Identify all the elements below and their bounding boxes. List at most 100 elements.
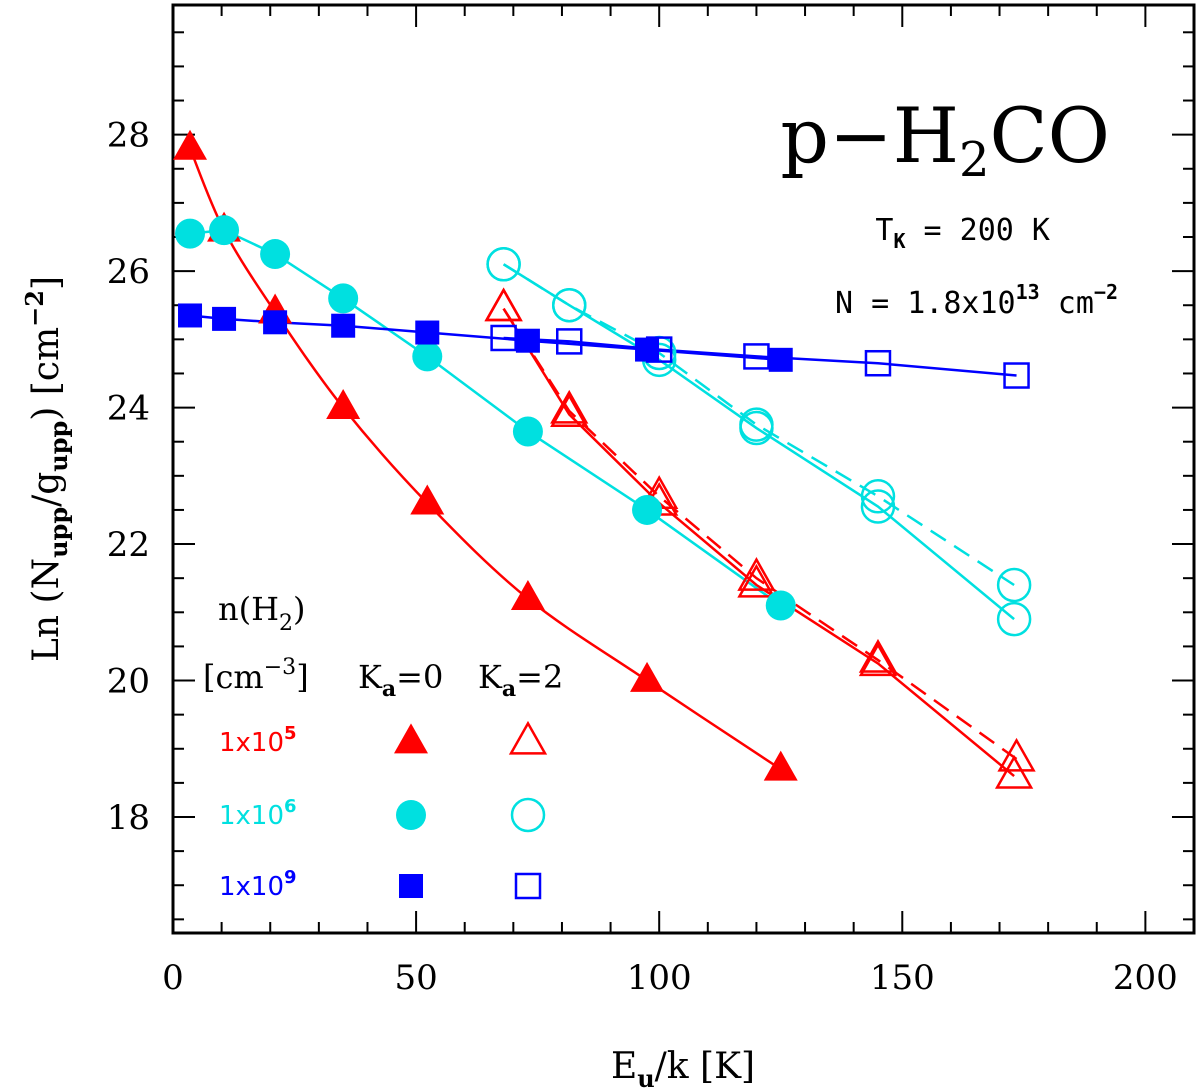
legend-title-tail: ) <box>293 590 305 628</box>
data-point <box>175 218 206 249</box>
ka2-main: K <box>478 658 503 696</box>
data-point <box>737 557 776 591</box>
chart-title-tail: CO <box>990 91 1110 180</box>
tk-main: T <box>875 213 893 248</box>
data-point <box>209 215 240 246</box>
axis-ticks <box>172 5 1195 933</box>
data-point <box>412 341 443 372</box>
y-axis-title: Ln (Nupp/gupp) [cm−2] <box>20 276 73 662</box>
data-point <box>178 303 203 328</box>
ka2-sub: a <box>502 676 516 702</box>
ylabel-sub2: upp <box>44 421 73 472</box>
data-point <box>858 638 898 673</box>
series-line <box>502 307 1018 761</box>
data-point <box>555 328 583 355</box>
y-tick-label: 18 <box>107 798 150 838</box>
ka0-main: K <box>358 658 383 696</box>
xlabel-sub: u <box>637 1064 654 1091</box>
data-point <box>996 601 1032 637</box>
x-tick-label: 0 <box>162 958 184 998</box>
data-point <box>864 349 892 377</box>
data-point <box>737 563 776 598</box>
plot-frame <box>171 3 1196 935</box>
data-point <box>858 642 898 677</box>
y-tick-label: 20 <box>107 662 150 702</box>
data-point <box>515 328 540 353</box>
y-tick-label: 26 <box>107 252 150 292</box>
column-density-annotation: N = 1.8x1013 cm−2 <box>835 280 1118 321</box>
data-point <box>484 287 523 322</box>
legend-units-sup: −3 <box>264 655 296 680</box>
n-tail: cm <box>1040 286 1094 321</box>
legend-marker-ka0 <box>394 723 428 754</box>
legend-density-main: 1x10 <box>219 801 284 831</box>
legend-density-label: 1x106 <box>219 796 297 831</box>
data-point <box>326 388 361 419</box>
data-point <box>765 590 796 621</box>
legend-marker-ka2 <box>508 720 548 755</box>
legend-title-units: [cm−3] <box>203 655 309 696</box>
data-point <box>860 489 896 524</box>
n-sup2: −2 <box>1094 280 1118 304</box>
data-point <box>743 343 770 370</box>
chart-title-sub: 2 <box>959 132 990 188</box>
series-line <box>189 228 782 607</box>
data-point <box>512 416 543 447</box>
data-point <box>860 479 896 514</box>
ka2-tail: =2 <box>516 658 563 696</box>
data-point <box>996 567 1032 603</box>
legend-marker-ka2 <box>510 797 546 833</box>
data-point <box>328 283 359 314</box>
data-point <box>630 661 665 692</box>
ylabel-tail: ] <box>26 276 67 290</box>
x-tick-label: 50 <box>394 958 437 998</box>
data-point <box>768 347 793 372</box>
x-axis-title: Eu/k [K] <box>611 1046 755 1091</box>
data-point <box>645 336 673 363</box>
x-tick-label: 200 <box>1113 958 1178 998</box>
legend-density-exp: 6 <box>284 796 297 817</box>
legend-units-tail: ] <box>296 658 308 696</box>
data-point <box>486 247 521 282</box>
data-point <box>739 407 774 442</box>
y-tick-label: 22 <box>107 525 150 565</box>
data-point <box>997 737 1036 772</box>
legend-ka0-header: Ka=0 <box>358 658 443 702</box>
data-point <box>550 389 589 424</box>
tk-sub: K <box>893 229 905 253</box>
data-point <box>490 324 517 352</box>
xlabel-tail: /k [K] <box>655 1046 755 1087</box>
data-point <box>263 310 288 335</box>
data-point <box>510 580 545 611</box>
data-point <box>415 320 440 345</box>
legend-marker-ka2 <box>514 872 542 900</box>
ylabel-sup: −2 <box>20 290 49 327</box>
ylabel-sub1: upp <box>44 507 73 558</box>
legend-marker-ka0 <box>399 874 423 898</box>
ka0-tail: =0 <box>396 658 443 696</box>
n-sup: 13 <box>1016 280 1040 304</box>
series-line <box>502 307 1015 778</box>
legend-density-main: 1x10 <box>219 728 284 758</box>
xlabel-main: E <box>611 1046 637 1087</box>
data-point <box>763 750 798 781</box>
n-main: N = 1.8x10 <box>835 286 1016 321</box>
series-layer <box>173 129 1036 789</box>
legend-density-label: 1x109 <box>219 867 297 902</box>
data-point <box>1003 362 1030 389</box>
legend-units-main: [cm <box>203 658 264 696</box>
ka0-sub: a <box>382 676 396 702</box>
legend-title-density: n(H2) <box>218 590 305 636</box>
data-point <box>551 287 587 323</box>
legend-title-main: n(H <box>218 590 279 628</box>
data-point <box>260 239 291 270</box>
legend-density-exp: 5 <box>284 723 297 744</box>
data-point <box>550 393 589 428</box>
chart-title: p−H2CO <box>780 91 1110 188</box>
legend-marker-ka0 <box>396 800 426 830</box>
legend-density-label: 1x105 <box>219 723 297 758</box>
legend-density-main: 1x10 <box>219 872 284 902</box>
